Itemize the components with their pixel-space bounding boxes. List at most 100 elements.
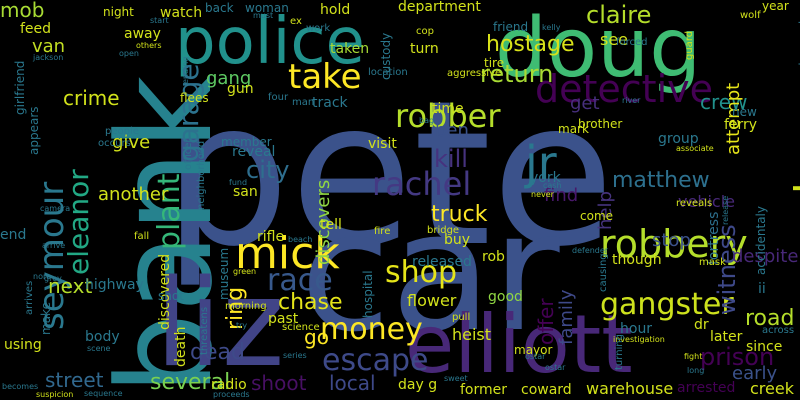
word-car: car (300, 176, 560, 368)
word-people: people (105, 126, 139, 137)
word-bridge: bridge (427, 225, 460, 236)
word-back: back (205, 1, 234, 15)
word-chase: chase (278, 290, 343, 315)
word-jackson: jackson (33, 53, 64, 62)
word-new: new (732, 105, 757, 119)
word-good: good (488, 289, 523, 305)
word-gangster: gangster (600, 287, 734, 322)
word-tire: tire (484, 56, 505, 70)
word-cash: cash (543, 181, 562, 190)
word-mask: mask (699, 257, 726, 268)
word-proceeds: proceeds (213, 390, 250, 399)
word-rifle: rifle (257, 229, 285, 245)
word-street: street (45, 368, 104, 392)
word-becomes: becomes (2, 382, 39, 391)
word-investigation: investigation (613, 335, 665, 344)
word-money: money (320, 312, 423, 347)
word-liz: liz (155, 255, 285, 394)
word-vehicle: vehicle (678, 192, 735, 211)
word-truck: truck (431, 202, 488, 227)
word-reveal: reveal (232, 144, 276, 160)
word-coward: coward (521, 382, 572, 398)
word-ending: ending (181, 56, 190, 84)
word-wolf: wolf (740, 10, 761, 21)
word-away: away (124, 26, 161, 42)
word-kill: kill (434, 145, 468, 173)
word-kelly: kelly (542, 23, 561, 32)
word-though: though (612, 252, 662, 268)
word-mob: mob (0, 0, 45, 22)
word-creek: creek (750, 379, 794, 398)
word-department: department (398, 0, 481, 15)
word-crew: crew (700, 90, 748, 114)
word-night: night (103, 5, 134, 19)
word-highway: highway (85, 277, 144, 293)
word-former: former (460, 382, 508, 398)
word-fall: fall (134, 231, 150, 242)
word-ferry: ferry (724, 117, 758, 133)
word-rachel: rachel (372, 165, 472, 203)
word-fight: fight (684, 352, 703, 361)
word-san: san (233, 184, 258, 200)
word-find: find (544, 185, 579, 206)
word-dead: dead (190, 340, 245, 365)
word-see: see (600, 30, 629, 49)
word-flees: flees (180, 91, 209, 105)
word-defender: defender (572, 246, 609, 255)
word-arrive: arrive (42, 241, 66, 250)
word-neighborhood: neighborhood (196, 140, 207, 210)
word-day-g: day g (398, 377, 438, 393)
word-tell: tell (320, 217, 342, 233)
word-detective: detective (535, 67, 713, 111)
word-turn: turn (410, 41, 439, 57)
word-mark: mark (558, 122, 589, 136)
word-race: race (267, 263, 333, 298)
word-bag: bag (419, 116, 435, 125)
word-death: death (173, 326, 189, 367)
word-shoot: shoot (251, 371, 307, 395)
word-officer: officer (183, 138, 194, 170)
word-watch: watch (160, 5, 203, 21)
word-river: river (622, 96, 641, 105)
word-ii: ii (758, 281, 766, 297)
word-threatens: threatens (199, 306, 210, 355)
word-ben: ben (435, 120, 469, 141)
word-turning: turning (614, 334, 625, 370)
word-offer: offer (534, 298, 558, 345)
word-body: body (85, 329, 120, 345)
word-sweet: sweet (444, 374, 468, 383)
word-science: science (282, 322, 320, 333)
word-work: work (306, 23, 331, 34)
word-buy: buy (444, 232, 471, 248)
word-prison: prison (700, 343, 775, 371)
word-camera: camera (40, 204, 71, 213)
word-pete: pete (163, 58, 615, 291)
word-rob: rob (482, 249, 505, 265)
word-member: member (221, 135, 272, 149)
word-several: several (150, 370, 231, 395)
word-local: local (329, 371, 376, 395)
word-reveals: reveals (676, 198, 713, 209)
word-suspicion: suspicion (36, 390, 74, 399)
word-visit: visit (368, 136, 397, 152)
word-hostage: hostage (486, 32, 575, 57)
word-dr: dr (694, 317, 709, 333)
word-using: using (4, 337, 42, 353)
word-return: return (480, 60, 554, 88)
word-across: across (762, 325, 795, 336)
word-later: later (710, 329, 743, 345)
word-long: long (687, 366, 705, 375)
word-claire: claire (586, 1, 652, 29)
word-friend: friend (493, 20, 529, 34)
word-mick: mick (235, 228, 340, 279)
word-guard: guard (684, 30, 695, 60)
word-robbery: robbery (600, 222, 748, 266)
word-early: early (732, 363, 778, 384)
word-crime: crime (63, 86, 120, 110)
word-girlfriend: girlfriend (13, 60, 27, 115)
word-make: make (39, 302, 53, 335)
word-give: give (112, 132, 151, 153)
word-museum: museum (217, 247, 231, 300)
word-arrives: arrives (24, 280, 35, 315)
